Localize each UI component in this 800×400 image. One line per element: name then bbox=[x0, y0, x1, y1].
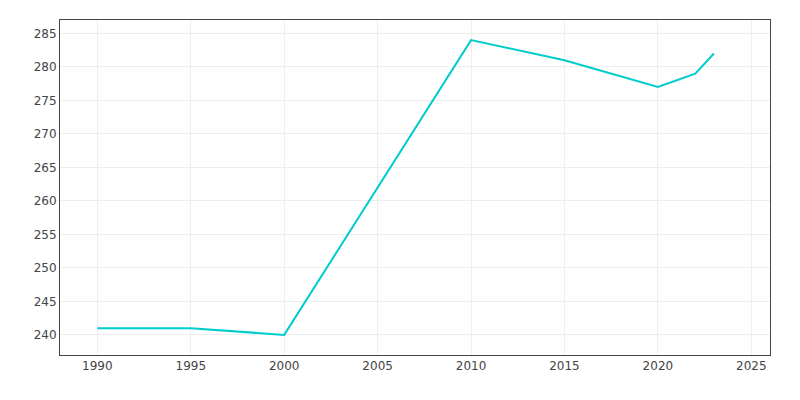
svg-text:2020: 2020 bbox=[643, 359, 674, 373]
svg-text:1990: 1990 bbox=[82, 359, 113, 373]
svg-text:240: 240 bbox=[34, 328, 57, 342]
svg-text:255: 255 bbox=[34, 228, 57, 242]
svg-text:250: 250 bbox=[34, 261, 57, 275]
svg-text:265: 265 bbox=[34, 161, 57, 175]
svg-text:280: 280 bbox=[34, 60, 57, 74]
svg-text:2005: 2005 bbox=[362, 359, 393, 373]
svg-text:2000: 2000 bbox=[269, 359, 300, 373]
svg-text:275: 275 bbox=[34, 94, 57, 108]
svg-text:2010: 2010 bbox=[456, 359, 487, 373]
svg-text:245: 245 bbox=[34, 295, 57, 309]
svg-text:270: 270 bbox=[34, 127, 57, 141]
svg-text:260: 260 bbox=[34, 194, 57, 208]
svg-text:2025: 2025 bbox=[736, 359, 767, 373]
svg-text:2015: 2015 bbox=[549, 359, 580, 373]
svg-text:1995: 1995 bbox=[176, 359, 207, 373]
svg-text:285: 285 bbox=[34, 27, 57, 41]
